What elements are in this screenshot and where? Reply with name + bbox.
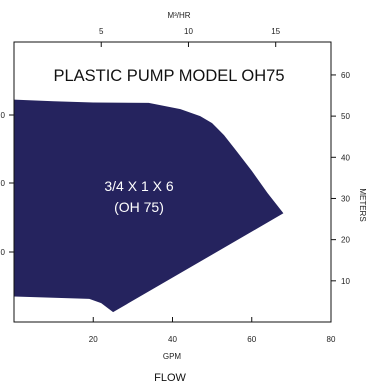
- y-right-tick-label: 30: [341, 194, 350, 203]
- y-right-tick-label: 20: [341, 236, 350, 245]
- y-right-tick-label: 10: [341, 277, 350, 286]
- footer-flow-label: FLOW: [154, 372, 186, 384]
- x-top-axis-label: M³/HR: [167, 11, 190, 20]
- y-right-axis-label: METERS: [358, 188, 367, 221]
- x-bottom-tick-label: 20: [89, 335, 98, 344]
- x-bottom-tick-label: 80: [327, 335, 336, 344]
- y-right-tick-label: 60: [341, 71, 350, 80]
- y-left-tick-label: 0: [1, 179, 6, 188]
- x-bottom-tick-label: 60: [247, 335, 256, 344]
- y-right-tick-label: 40: [341, 153, 350, 162]
- x-bottom-tick-label: 40: [168, 335, 177, 344]
- region-label-line2: (OH 75): [114, 199, 164, 215]
- x-top-tick-label: 5: [99, 27, 104, 36]
- x-top-tick-label: 10: [184, 27, 193, 36]
- y-right-tick-label: 50: [341, 112, 350, 121]
- performance-envelope: [14, 99, 284, 313]
- chart-title: PLASTIC PUMP MODEL OH75: [53, 67, 284, 85]
- region-label-line1: 3/4 X 1 X 6: [104, 178, 173, 194]
- x-top-tick-label: 15: [271, 27, 280, 36]
- title-box: [22, 58, 316, 91]
- x-bottom-axis-label: GPM: [163, 352, 182, 361]
- y-left-tick-label: 0: [1, 248, 6, 257]
- y-left-tick-label: 0: [1, 111, 6, 120]
